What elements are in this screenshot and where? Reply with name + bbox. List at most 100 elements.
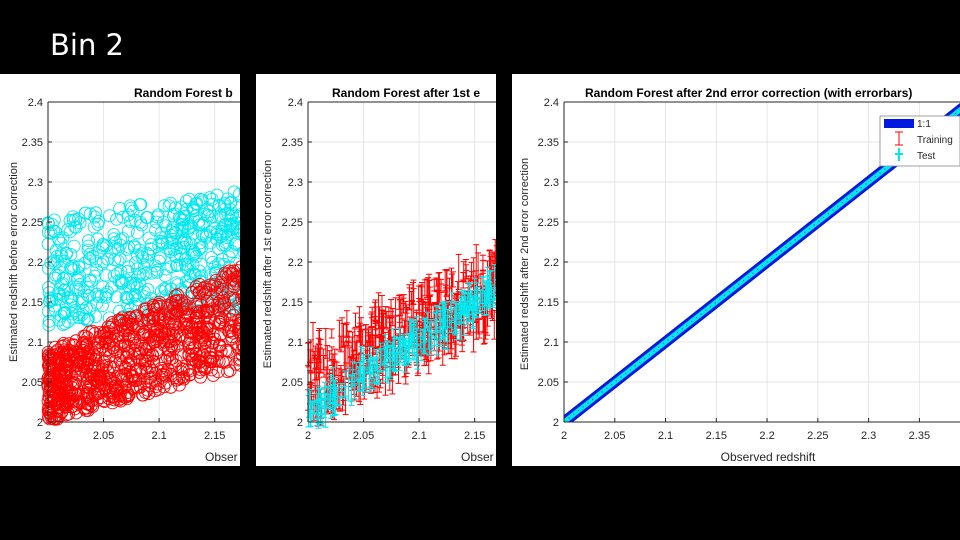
data-point-test xyxy=(95,257,109,271)
chart-title: Random Forest after 1st e xyxy=(332,86,480,100)
x-tick-label: 2 xyxy=(45,430,51,442)
data-point-test xyxy=(149,223,163,237)
data-point-test xyxy=(176,236,190,250)
data-point-training xyxy=(114,394,128,408)
data-point-training xyxy=(127,330,141,344)
data-point-test xyxy=(238,187,240,196)
data-point-test xyxy=(139,266,153,280)
data-point-training xyxy=(67,389,81,403)
data-point-test xyxy=(123,215,137,228)
data-point-training xyxy=(50,408,64,422)
data-point-training xyxy=(139,305,152,319)
data-point-training xyxy=(149,366,163,380)
chart-panel-after-1st-correction: 2 2.05 2.1 2.15 2.2 2.25 2.3 2.35 2.4 2 2.05 2.1 2.1… xyxy=(256,74,496,466)
legend-swatch-1-1 xyxy=(884,119,914,128)
data-point-test xyxy=(42,314,56,328)
data-point-test xyxy=(119,290,133,304)
data-point-test xyxy=(179,194,193,208)
data-point-test xyxy=(122,260,136,274)
data-point-training xyxy=(226,266,239,280)
y-tick-label: 2.3 xyxy=(28,177,43,189)
data-point-training xyxy=(84,399,98,412)
chart-title: Random Forest after 2nd error correction… xyxy=(585,86,912,100)
y-tick-label: 2.4 xyxy=(544,97,559,109)
data-marks xyxy=(41,185,240,426)
data-point-training xyxy=(216,355,230,369)
data-point-training xyxy=(233,358,240,372)
y-tick-label: 2.15 xyxy=(282,297,303,309)
data-point-training xyxy=(219,268,233,281)
data-point-training xyxy=(165,309,178,323)
data-point-test xyxy=(61,315,75,329)
data-point-test xyxy=(121,224,135,238)
data-point-training xyxy=(169,294,182,308)
data-point-test xyxy=(48,299,62,313)
chart-title: Random Forest b xyxy=(134,86,233,100)
data-point-test xyxy=(155,234,169,248)
data-point-training xyxy=(128,311,142,325)
data-point-training xyxy=(146,298,160,312)
x-tick-label: 2.35 xyxy=(909,430,930,442)
data-point-test xyxy=(203,205,216,218)
data-point-training xyxy=(64,385,78,399)
data-point-training xyxy=(50,374,64,387)
data-point-training xyxy=(108,355,122,368)
data-point-test xyxy=(116,210,130,224)
data-point-training xyxy=(234,281,240,295)
data-point-training xyxy=(50,377,64,391)
data-point-test xyxy=(189,249,203,263)
data-point-training xyxy=(154,361,168,375)
data-point-test xyxy=(107,228,121,241)
data-point-test xyxy=(42,281,56,294)
data-point-test xyxy=(114,233,128,247)
data-point-training xyxy=(169,373,183,387)
data-point-training xyxy=(80,376,94,390)
data-point-test xyxy=(127,240,141,254)
data-point-test xyxy=(137,285,151,299)
data-point-training xyxy=(100,358,113,372)
data-point-training xyxy=(175,371,189,385)
axes: 2 2.05 2.1 2.15 2.2 2.25 2.3 2.35 2.4 2 2.05 2.1 2.1… xyxy=(282,97,496,442)
y-tick-label: 2.05 xyxy=(22,377,43,389)
data-point-training xyxy=(91,336,105,350)
data-point-training xyxy=(234,270,240,283)
data-point-training xyxy=(120,351,134,364)
data-point-test xyxy=(196,228,210,242)
data-point-training xyxy=(57,336,71,350)
y-tick-label: 2.05 xyxy=(538,377,559,389)
data-point-test xyxy=(223,203,237,216)
y-tick-label: 2 xyxy=(37,417,43,429)
series-line-training xyxy=(564,109,960,422)
data-point-test xyxy=(81,280,95,294)
data-point-test xyxy=(130,280,144,294)
data-point-training xyxy=(237,279,240,289)
data-point-training xyxy=(79,361,93,375)
chart-svg-after-1st-correction: 2 2.05 2.1 2.15 2.2 2.25 2.3 2.35 2.4 2 2.05 2.1 2.1… xyxy=(262,86,496,464)
data-point-test xyxy=(234,208,240,222)
data-point-training xyxy=(138,328,151,342)
chart-panel-after-2nd-correction: 2 2.05 2.1 2.15 2.2 2.25 2.3 2.35 2.4 2 2.05 2.1 2.1… xyxy=(512,74,960,466)
data-point-training xyxy=(82,397,96,411)
data-point-test xyxy=(128,288,142,302)
data-point-test xyxy=(137,290,151,304)
data-point-training xyxy=(105,316,119,329)
data-point-training xyxy=(212,303,226,317)
data-point-test xyxy=(120,242,134,256)
data-point-test xyxy=(59,246,73,260)
data-point-training xyxy=(214,275,228,289)
data-point-test xyxy=(142,248,156,262)
data-point-test xyxy=(122,240,136,254)
data-point-training xyxy=(145,376,158,390)
data-point-test xyxy=(103,209,116,223)
data-point-test xyxy=(229,200,240,214)
x-tick-label: 2 xyxy=(305,430,311,442)
data-point-test xyxy=(83,252,96,266)
data-point-test xyxy=(158,282,172,295)
data-point-training xyxy=(189,348,203,362)
data-point-training xyxy=(88,326,102,340)
data-point-training xyxy=(233,352,240,366)
x-tick-label: 2.1 xyxy=(411,430,426,442)
y-tick-label: 2.05 xyxy=(282,377,303,389)
data-point-test xyxy=(69,220,83,234)
y-axis-label: Estimated redshift before error correcti… xyxy=(8,162,20,362)
